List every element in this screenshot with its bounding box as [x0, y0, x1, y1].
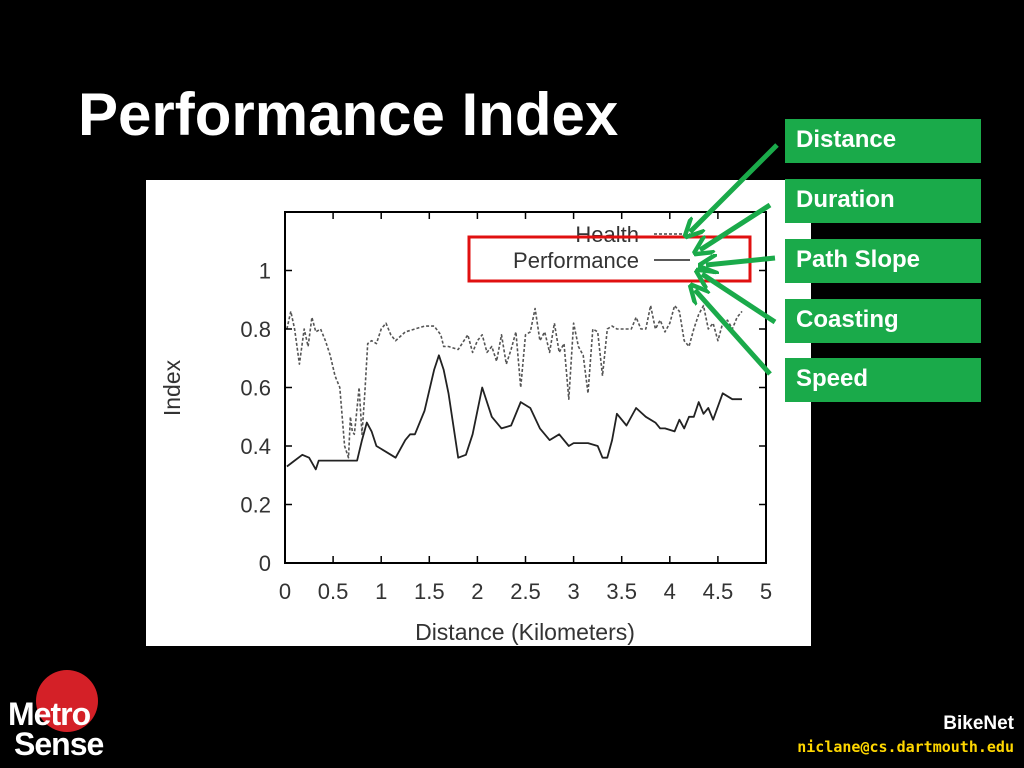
x-tick-label: 5 [760, 579, 772, 604]
x-tick-label: 4.5 [703, 579, 734, 604]
legend: Health Performance [467, 222, 752, 283]
logo-word-metro: Metro [8, 696, 91, 732]
x-tick-label: 3 [567, 579, 579, 604]
x-tick-label: 4 [664, 579, 676, 604]
y-tick-label: 0.4 [240, 434, 271, 459]
chart-panel: 0 0.5 1 1.5 2 2.5 3 3.5 4 4.5 5 0 0.2 0.4 0.6 0.8 1 Heal… [146, 180, 811, 646]
x-tick-label: 1.5 [414, 579, 445, 604]
factor-box-duration: Duration [785, 179, 981, 223]
y-axis-label: Index [159, 359, 185, 416]
x-tick-label: 3.5 [606, 579, 637, 604]
series-line-performance [286, 354, 742, 471]
y-tick-label: 1 [259, 259, 271, 284]
metrosense-logo: Metro Sense [6, 668, 126, 764]
y-tick-label: 0.2 [240, 493, 271, 518]
x-tick-label: 2 [471, 579, 483, 604]
performance-index-chart: 0 0.5 1 1.5 2 2.5 3 3.5 4 4.5 5 0 0.2 0.4 0.6 0.8 1 Heal… [159, 211, 772, 645]
x-tick-label: 0.5 [318, 579, 349, 604]
y-tick-label: 0.8 [240, 317, 271, 342]
x-tick-label: 1 [375, 579, 387, 604]
series-line-health [286, 304, 743, 459]
logo-word-sense: Sense [14, 726, 104, 762]
y-tick-label: 0.6 [240, 376, 271, 401]
factor-box-speed: Speed [785, 358, 981, 402]
legend-label-health: Health [575, 222, 639, 247]
y-tick-label: 0 [259, 551, 271, 576]
slide-title: Performance Index [78, 81, 619, 148]
factor-box-path-slope: Path Slope [785, 239, 981, 283]
x-axis-label: Distance (Kilometers) [415, 619, 635, 645]
x-tick-label: 2.5 [510, 579, 541, 604]
logo-runner-icon [36, 670, 98, 732]
factor-box-distance: Distance [785, 119, 981, 163]
legend-label-performance: Performance [513, 248, 639, 273]
footer-project: BikeNet [943, 713, 1014, 734]
x-tick-label: 0 [279, 579, 291, 604]
footer-email: niclane@cs.dartmouth.edu [797, 738, 1014, 756]
factor-box-coasting: Coasting [785, 299, 981, 343]
